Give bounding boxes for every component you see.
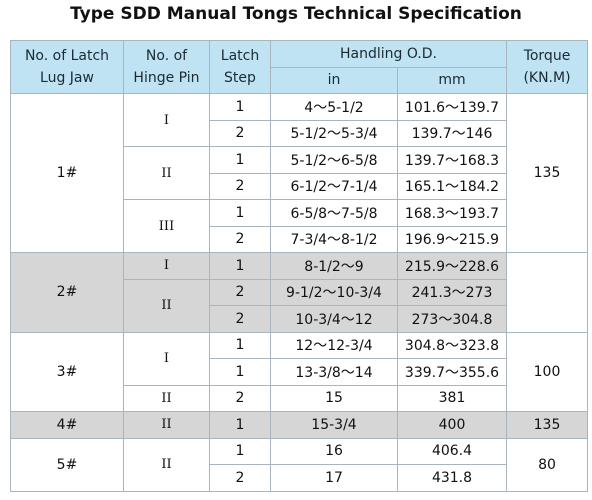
cell-step: 1 [209, 252, 271, 280]
cell-od-mm: 406.4 [397, 437, 507, 465]
cell-step: 1 [209, 199, 271, 227]
table-row: II 2 9-1/2～10-3/4 241.3～273 [11, 278, 588, 333]
header-hinge-pin: No. of Hinge Pin [123, 40, 210, 94]
cell-od-mm: 381 [397, 384, 507, 412]
header-od-in: in [270, 66, 398, 94]
header-row: No. of Latch Lug Jaw No. of Hinge Pin Latc… [10, 40, 588, 94]
cell-torque: 135 [506, 93, 588, 253]
cell-od-mm: 431.8 [397, 464, 507, 492]
cell-step: 1 [209, 411, 271, 439]
cell-od-mm: 165.1～184.2 [397, 172, 507, 200]
cell-pin: II [123, 411, 210, 439]
cell-od-in: 5-1/2～5-3/4 [270, 119, 398, 147]
cell-od-mm: 101.6～139.7 [397, 93, 507, 121]
cell-od-in: 7-3/4～8-1/2 [270, 225, 398, 253]
table-row: II 1 5-1/2～6-5/8 139.7～168.3 [11, 146, 588, 200]
cell-od-in: 12～12-3/4 [270, 331, 398, 359]
cell-step: 2 [209, 119, 271, 147]
header-subrow: in mm [11, 66, 588, 94]
cell-step: 1 [209, 437, 271, 465]
table-row: 2 5-1/2～5-3/4 139.7～146 [11, 119, 588, 147]
header-handling-od: Handling O.D. [270, 40, 507, 68]
cell-step: 1 [209, 331, 271, 359]
cell-od-in: 6-1/2～7-1/4 [270, 172, 398, 200]
table-row: 5# II 1 16 406.4 80 [10, 437, 588, 492]
cell-od-in: 5-1/2～6-5/8 [270, 146, 398, 174]
cell-pin: I [123, 252, 210, 280]
cell-od-mm: 139.7～146 [397, 119, 507, 147]
cell-od-mm: 215.9～228.6 [397, 252, 507, 280]
cell-od-mm: 196.9～215.9 [397, 225, 507, 253]
cell-od-in: 6-5/8～7-5/8 [270, 199, 398, 227]
cell-od-in: 9-1/2～10-3/4 [270, 278, 398, 306]
cell-od-in: 15 [270, 384, 398, 412]
cell-step: 1 [209, 146, 271, 174]
cell-pin: II [123, 278, 210, 333]
cell-jaw: 5# [10, 437, 124, 492]
table-row: 2 6-1/2～7-1/4 165.1～184.2 [11, 172, 588, 200]
cell-jaw: 3# [10, 331, 124, 412]
cell-od-in: 8-1/2～9 [270, 252, 398, 280]
cell-od-in: 16 [270, 437, 398, 465]
cell-step: 2 [209, 278, 271, 306]
table-row: 2 17 431.8 [11, 464, 588, 492]
cell-step: 2 [209, 464, 271, 492]
cell-step: 2 [209, 225, 271, 253]
cell-step: 2 [209, 172, 271, 200]
cell-pin: I [123, 331, 210, 386]
table-row: 1# I 1 4～5-1/2 101.6～139.7 135 [10, 93, 588, 253]
header-od-mm: mm [397, 66, 507, 94]
table-row: 2 10-3/4～12 273～304.8 [11, 305, 588, 333]
table-row: 4# II 1 15-3/4 400 135 [10, 411, 588, 439]
cell-step: 1 [209, 358, 271, 386]
cell-jaw: 1# [10, 93, 124, 253]
cell-od-mm: 400 [397, 411, 507, 439]
cell-od-in: 10-3/4～12 [270, 305, 398, 333]
header-latch-step: Latch Step [209, 40, 271, 94]
cell-pin: I [123, 93, 210, 147]
table-row: 2 7-3/4～8-1/2 196.9～215.9 [11, 225, 588, 253]
cell-torque: 100 [506, 331, 588, 412]
table-row: II 2 15 381 [11, 384, 588, 412]
cell-pin: III [123, 199, 210, 253]
cell-od-in: 15-3/4 [270, 411, 398, 439]
cell-step: 2 [209, 305, 271, 333]
table-row: III 1 6-5/8～7-5/8 168.3～193.7 [11, 199, 588, 253]
cell-od-mm: 139.7～168.3 [397, 146, 507, 174]
cell-pin: II [123, 384, 210, 412]
cell-torque-empty [506, 252, 588, 333]
cell-step: 2 [209, 384, 271, 412]
cell-step: 1 [209, 93, 271, 121]
header-torque: Torque (KN.M) [506, 40, 588, 94]
cell-od-mm: 168.3～193.7 [397, 199, 507, 227]
header-latch-lug-jaw: No. of Latch Lug Jaw [10, 40, 124, 94]
cell-torque: 80 [506, 437, 588, 492]
cell-jaw: 4# [10, 411, 124, 439]
spec-table: No. of Latch Lug Jaw No. of Hinge Pin Latc… [10, 40, 588, 492]
cell-od-in: 4～5-1/2 [270, 93, 398, 121]
table-row: 1 13-3/8～14 339.7～355.6 [11, 358, 588, 386]
cell-od-mm: 339.7～355.6 [397, 358, 507, 386]
cell-od-mm: 304.8～323.8 [397, 331, 507, 359]
cell-od-in: 13-3/8～14 [270, 358, 398, 386]
cell-jaw: 2# [10, 252, 124, 333]
cell-od-mm: 241.3～273 [397, 278, 507, 306]
cell-pin: II [123, 437, 210, 492]
cell-torque: 135 [506, 411, 588, 439]
cell-od-mm: 273～304.8 [397, 305, 507, 333]
table-title: Type SDD Manual Tongs Technical Specific… [70, 4, 522, 24]
cell-od-in: 17 [270, 464, 398, 492]
cell-pin: II [123, 146, 210, 200]
table-row: 3# I 1 12～12-3/4 304.8～323.8 100 [10, 331, 588, 412]
table-row: 2# I 1 8-1/2～9 215.9～228.6 [10, 252, 588, 333]
